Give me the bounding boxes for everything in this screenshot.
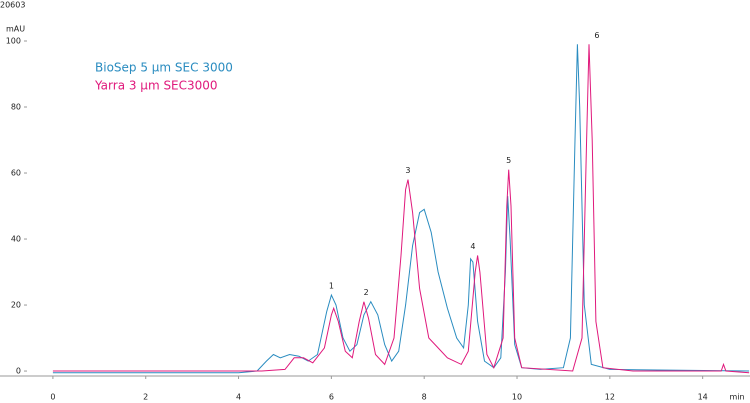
y-tick-label: 0 xyxy=(16,367,21,376)
x-tick-label: 10 xyxy=(512,393,522,402)
x-tick-label: 8 xyxy=(422,393,427,402)
x-tick-label: 2 xyxy=(143,393,148,402)
peak-label: 5 xyxy=(506,156,511,165)
x-axis-label: min xyxy=(729,393,744,402)
legend-entry: Yarra 3 µm SEC3000 xyxy=(94,79,218,93)
x-tick-label: 14 xyxy=(698,393,708,402)
id-text: 20603 xyxy=(0,1,25,10)
y-tick-label: 80 xyxy=(11,103,21,112)
x-tick-label: 12 xyxy=(605,393,615,402)
peak-label: 6 xyxy=(594,31,599,40)
peak-label: 2 xyxy=(364,288,369,297)
y-tick-label: 20 xyxy=(11,301,21,310)
y-axis-label: mAU xyxy=(6,25,25,34)
y-tick-label: 40 xyxy=(11,235,21,244)
trace xyxy=(52,44,750,374)
trace xyxy=(52,44,750,374)
x-tick-label: 4 xyxy=(236,393,241,402)
peak-label: 3 xyxy=(405,166,410,175)
peak-label: 1 xyxy=(329,282,334,291)
peak-label: 4 xyxy=(470,242,475,251)
legend-entry: BioSep 5 µm SEC 3000 xyxy=(95,61,233,75)
y-tick-label: 60 xyxy=(11,169,21,178)
y-tick-label: 100 xyxy=(6,37,21,46)
x-tick-label: 0 xyxy=(50,393,55,402)
x-tick-label: 6 xyxy=(329,393,334,402)
